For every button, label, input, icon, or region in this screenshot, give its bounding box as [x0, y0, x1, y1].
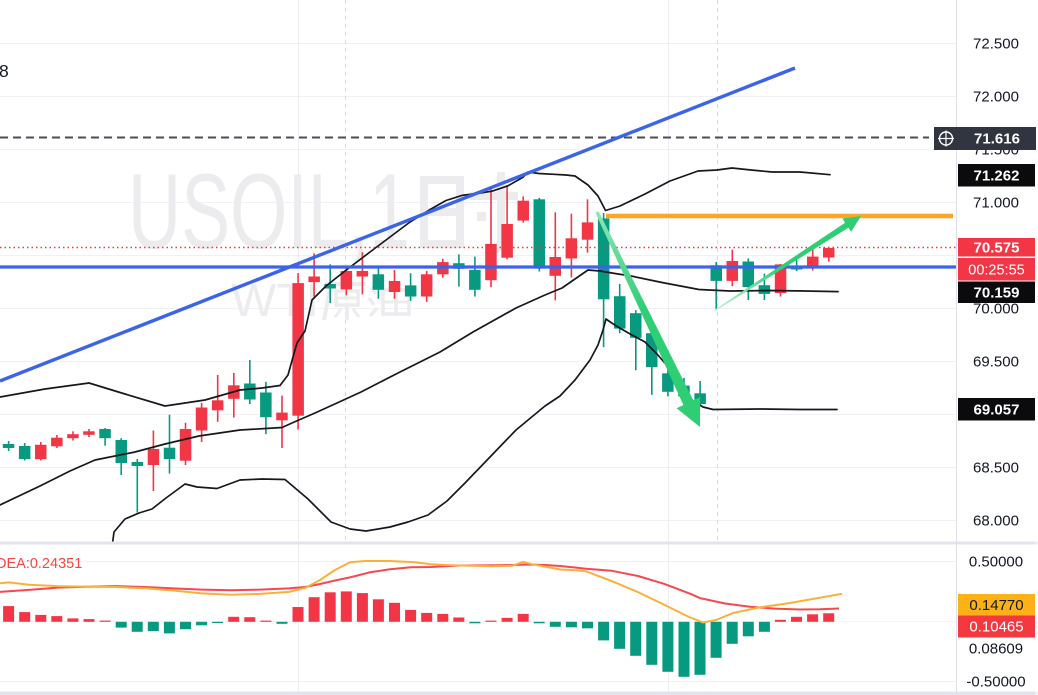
svg-text:72.000: 72.000: [973, 89, 1019, 106]
svg-text:0.14770: 0.14770: [969, 597, 1023, 614]
svg-text:71.262: 71.262: [974, 167, 1020, 184]
svg-text:0.50000: 0.50000: [969, 554, 1023, 571]
svg-text:71.616: 71.616: [974, 131, 1020, 148]
svg-text:68.500: 68.500: [973, 460, 1019, 477]
svg-text:DEA:0.24351: DEA:0.24351: [0, 556, 82, 572]
svg-text:0.10465: 0.10465: [969, 619, 1023, 636]
svg-text:70.575: 70.575: [974, 239, 1020, 256]
svg-text:68.000: 68.000: [973, 513, 1019, 530]
svg-text:-0.50000: -0.50000: [966, 674, 1025, 691]
svg-text:71.000: 71.000: [973, 195, 1019, 212]
svg-text:70.159: 70.159: [974, 284, 1020, 301]
svg-text:69.057: 69.057: [974, 401, 1020, 418]
svg-text:69.500: 69.500: [973, 354, 1019, 371]
svg-text:70.000: 70.000: [973, 301, 1019, 318]
svg-text:0.08609: 0.08609: [969, 641, 1023, 658]
svg-text:WTI: WTI: [231, 274, 319, 326]
svg-text:00:25:55: 00:25:55: [968, 262, 1024, 278]
svg-text:8: 8: [0, 61, 9, 81]
svg-text:USOIL,1: USOIL,1: [128, 151, 410, 271]
svg-text:72.500: 72.500: [973, 36, 1019, 53]
